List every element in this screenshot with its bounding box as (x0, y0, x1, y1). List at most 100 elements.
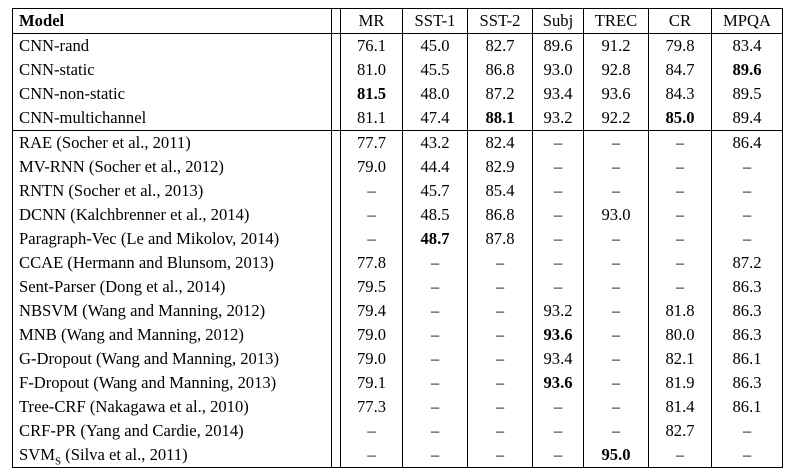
score-cell: – (467, 419, 532, 443)
double-rule (331, 323, 340, 347)
score-cell: – (402, 371, 467, 395)
table-row: CRF-PR (Yang and Cardie, 2014) – – – – –82.7– (12, 419, 783, 443)
score-cell: 80.0 (648, 323, 711, 347)
score-cell: 86.3 (711, 371, 783, 395)
score-cell: 48.0 (402, 82, 467, 106)
score-cell: 86.3 (711, 323, 783, 347)
model-name: F-Dropout (Wang and Manning, 2013) (12, 371, 331, 395)
score-cell: 83.4 (711, 34, 783, 58)
table-row: CNN-multichannel 81.1 47.4 88.1 93.2 92.2 85.0… (12, 106, 783, 131)
score-cell: 86.4 (711, 131, 783, 155)
table-row: MV-RNN (Socher et al., 2012) 79.0 44.4 82.9… (12, 155, 783, 179)
table-row: CCAE (Hermann and Blunsom, 2013) 77.8– – – –… (12, 251, 783, 275)
score-cell: 48.7 (402, 227, 467, 251)
score-cell: 93.6 (532, 323, 583, 347)
model-name: G-Dropout (Wang and Manning, 2013) (12, 347, 331, 371)
score-cell: 93.2 (532, 299, 583, 323)
header-row: Model MR SST-1 SST-2 Subj TREC CR MPQA (12, 8, 783, 34)
score-cell: 85.4 (467, 179, 532, 203)
score-cell: – (532, 155, 583, 179)
score-cell: – (402, 275, 467, 299)
score-cell: 43.2 (402, 131, 467, 155)
score-cell: – (648, 203, 711, 227)
score-cell: – (583, 347, 648, 371)
double-rule (331, 106, 340, 131)
model-name: DCNN (Kalchbrenner et al., 2014) (12, 203, 331, 227)
double-rule (331, 131, 340, 155)
table-row: F-Dropout (Wang and Manning, 2013) 79.1– –… (12, 371, 783, 395)
score-cell: 93.0 (583, 203, 648, 227)
table-row: Tree-CRF (Nakagawa et al., 2010) 77.3– – – –… (12, 395, 783, 419)
score-cell: 48.5 (402, 203, 467, 227)
score-cell: – (402, 299, 467, 323)
score-cell: – (467, 443, 532, 468)
score-cell: – (648, 227, 711, 251)
score-cell: – (467, 323, 532, 347)
score-cell: – (583, 179, 648, 203)
score-cell: 86.8 (467, 58, 532, 82)
score-cell: – (402, 347, 467, 371)
score-cell: – (711, 179, 783, 203)
score-cell: – (467, 299, 532, 323)
model-name: CNN-rand (12, 34, 331, 58)
table-row: Paragraph-Vec (Le and Mikolov, 2014) –48.… (12, 227, 783, 251)
score-cell: 93.0 (532, 58, 583, 82)
score-cell: 79.1 (340, 371, 402, 395)
score-cell: – (402, 443, 467, 468)
double-rule (331, 443, 340, 468)
double-rule (331, 419, 340, 443)
score-cell: 86.1 (711, 347, 783, 371)
table-row: RAE (Socher et al., 2011) 77.7 43.2 82.4– – –… (12, 131, 783, 155)
double-rule (331, 275, 340, 299)
score-cell: – (583, 275, 648, 299)
score-cell: – (583, 419, 648, 443)
score-cell: – (340, 179, 402, 203)
score-cell: 81.5 (340, 82, 402, 106)
header-mpqa: MPQA (711, 8, 783, 34)
score-cell: 84.3 (648, 82, 711, 106)
score-cell: 89.6 (711, 58, 783, 82)
double-rule (331, 251, 340, 275)
model-name: RNTN (Socher et al., 2013) (12, 179, 331, 203)
model-name: MV-RNN (Socher et al., 2012) (12, 155, 331, 179)
score-cell: 88.1 (467, 106, 532, 131)
score-cell: – (583, 131, 648, 155)
table-row: DCNN (Kalchbrenner et al., 2014) –48.5 86.… (12, 203, 783, 227)
score-cell: 45.7 (402, 179, 467, 203)
score-cell: 47.4 (402, 106, 467, 131)
score-cell: – (467, 395, 532, 419)
score-cell: 87.8 (467, 227, 532, 251)
score-cell: – (711, 419, 783, 443)
score-cell: – (532, 203, 583, 227)
score-cell: – (583, 323, 648, 347)
score-cell: – (532, 443, 583, 468)
table-row: Sent-Parser (Dong et al., 2014) 79.5– – – – –… (12, 275, 783, 299)
score-cell: 87.2 (711, 251, 783, 275)
score-cell: 82.7 (648, 419, 711, 443)
results-table: Model MR SST-1 SST-2 Subj TREC CR MPQA C… (12, 8, 783, 468)
double-rule (331, 227, 340, 251)
score-cell: 79.8 (648, 34, 711, 58)
table-row: NBSVM (Wang and Manning, 2012) 79.4– –93.2… (12, 299, 783, 323)
header-trec: TREC (583, 8, 648, 34)
model-name: Sent-Parser (Dong et al., 2014) (12, 275, 331, 299)
score-cell: – (532, 275, 583, 299)
double-rule (331, 82, 340, 106)
model-name: NBSVM (Wang and Manning, 2012) (12, 299, 331, 323)
score-cell: 91.2 (583, 34, 648, 58)
score-cell: – (340, 227, 402, 251)
score-cell: 93.6 (583, 82, 648, 106)
score-cell: 82.1 (648, 347, 711, 371)
score-cell: 85.0 (648, 106, 711, 131)
score-cell: 79.0 (340, 323, 402, 347)
double-rule (331, 58, 340, 82)
score-cell: 45.0 (402, 34, 467, 58)
header-subj: Subj (532, 8, 583, 34)
score-cell: – (402, 251, 467, 275)
score-cell: – (532, 227, 583, 251)
header-sst2: SST-2 (467, 8, 532, 34)
table-row: CNN-non-static 81.5 48.0 87.2 93.4 93.6 84.3 89… (12, 82, 783, 106)
score-cell: 79.4 (340, 299, 402, 323)
score-cell: – (340, 419, 402, 443)
header-cr: CR (648, 8, 711, 34)
